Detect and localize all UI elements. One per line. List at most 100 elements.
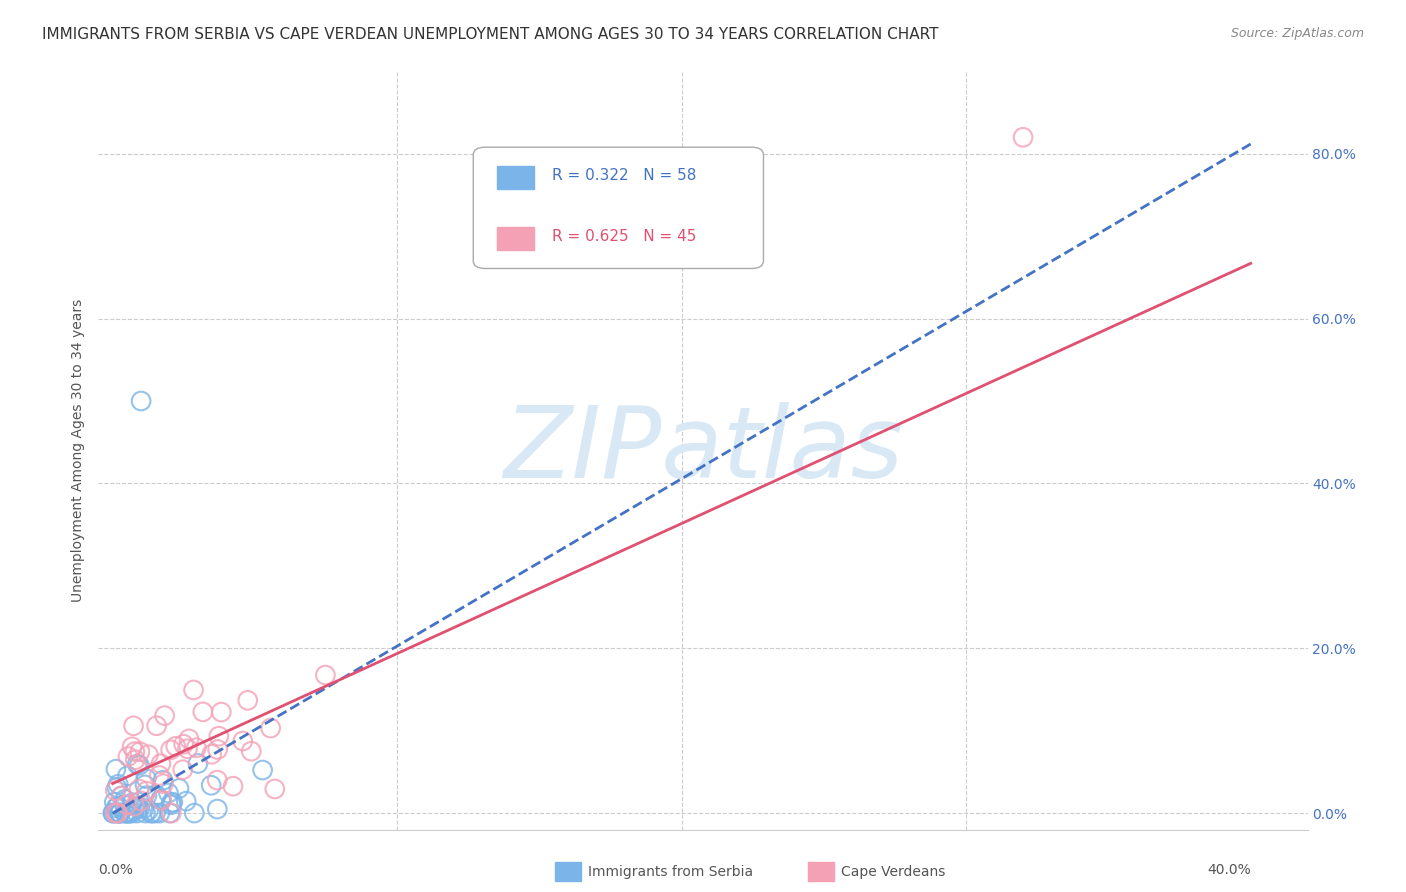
Point [127,757,149,772]
Point [108,806,131,821]
Point [236,693,259,707]
Point [160,806,183,821]
Point [104,783,127,797]
Text: Immigrants from Serbia: Immigrants from Serbia [588,865,752,880]
Point [176,741,198,756]
Point [104,762,127,776]
Point [167,781,190,796]
Point [134,778,156,792]
Point [207,742,229,756]
Point [222,779,245,793]
Point [314,668,336,682]
Point [149,806,172,821]
Point [152,777,174,791]
Point [129,745,152,759]
Point [141,806,163,821]
Point [207,773,229,788]
Point [124,799,146,814]
Point [128,758,150,772]
Point [177,731,200,746]
Point [200,778,222,792]
Point [201,747,224,762]
Point [112,797,135,812]
Text: ZIPatlas: ZIPatlas [503,402,903,499]
Text: Source: ZipAtlas.com: Source: ZipAtlas.com [1230,27,1364,40]
Point [121,806,143,821]
Bar [498,227,534,250]
Text: R = 0.625   N = 45: R = 0.625 N = 45 [551,229,696,244]
Point [104,806,127,821]
Point [209,705,232,719]
Point [135,784,157,798]
Point [138,803,160,817]
Point [149,792,172,806]
Text: R = 0.322   N = 58: R = 0.322 N = 58 [551,169,696,184]
Point [114,792,136,806]
Point [208,729,231,743]
Point [165,739,187,754]
Point [125,799,148,814]
Point [145,806,167,821]
Bar [498,166,534,189]
Point [187,756,209,771]
Point [129,794,152,808]
Point [110,806,132,821]
Point [135,772,157,786]
Point [121,739,143,754]
Point [129,394,152,409]
Text: Cape Verdeans: Cape Verdeans [841,865,945,880]
Point [124,745,146,759]
Point [240,744,263,758]
Point [107,777,129,791]
Point [107,806,129,821]
Point [103,806,125,821]
Point [160,796,183,810]
Point [139,806,162,821]
Point [127,806,149,821]
Point [114,806,136,821]
Point [105,780,128,795]
Point [153,708,176,723]
Point [128,801,150,815]
Point [115,797,138,812]
Point [172,763,194,777]
Point [101,806,124,821]
Point [110,789,132,803]
Point [115,806,138,821]
Point [127,800,149,814]
Point [232,734,254,748]
Point [124,753,146,767]
Point [159,743,181,757]
Point [118,806,141,821]
Text: 40.0%: 40.0% [1206,863,1251,877]
Point [186,740,208,755]
Point [136,789,159,803]
Point [207,802,229,816]
Point [162,795,184,809]
Point [107,799,129,814]
Point [105,800,128,814]
Point [149,756,172,771]
Point [174,794,197,808]
Point [173,737,195,751]
Point [152,773,174,788]
Point [104,806,127,821]
Point [145,719,167,733]
Point [122,719,145,733]
Point [110,789,132,804]
Point [1012,130,1035,145]
FancyBboxPatch shape [474,147,763,268]
Point [114,806,136,821]
Point [117,749,139,764]
Point [252,763,274,777]
Point [117,806,139,821]
Point [148,768,170,782]
Point [118,806,141,821]
Point [121,796,143,810]
Point [191,705,214,719]
Point [157,786,180,800]
Point [150,793,173,807]
Point [108,806,131,821]
Point [259,721,281,735]
Point [132,801,155,815]
